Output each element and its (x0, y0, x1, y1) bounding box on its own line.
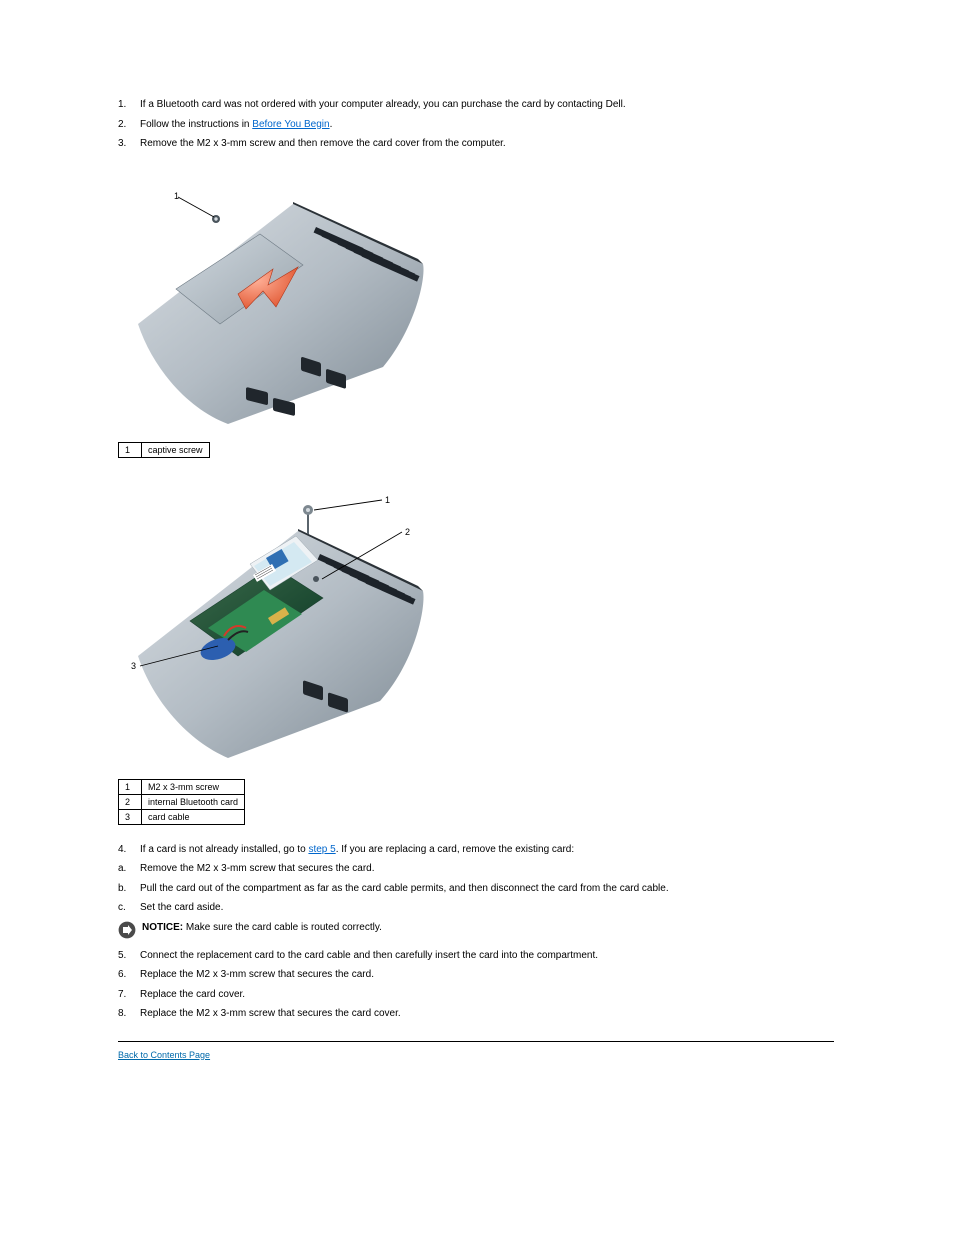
callout-table-1: 1 captive screw (118, 442, 210, 458)
table-cell-num: 2 (119, 794, 142, 809)
step-number: 1. (118, 98, 140, 112)
table-cell-num: 1 (119, 442, 142, 457)
step-text: If a Bluetooth card was not ordered with… (140, 98, 626, 112)
notice-row: NOTICE: Make sure the card cable is rout… (118, 921, 834, 939)
step-text-fragment: . (330, 119, 333, 130)
step-5-link[interactable]: step 5 (308, 844, 335, 855)
step-number: b. (118, 882, 140, 896)
step-number: 8. (118, 1007, 140, 1021)
figure-card-removal: 1 2 3 (118, 476, 834, 761)
step-text: Pull the card out of the compartment as … (140, 882, 669, 896)
step-number: 7. (118, 988, 140, 1002)
svg-text:2: 2 (405, 527, 410, 537)
notice-text: Make sure the card cable is routed corre… (186, 922, 382, 933)
step-number: 2. (118, 118, 140, 132)
step-text: Follow the instructions in Before You Be… (140, 118, 332, 132)
step-text-fragment: Follow the instructions in (140, 119, 252, 130)
svg-text:3: 3 (131, 661, 136, 671)
table-cell-num: 1 (119, 779, 142, 794)
before-you-begin-link[interactable]: Before You Begin (252, 119, 329, 130)
step-number: a. (118, 862, 140, 876)
figure-2-svg: 1 2 3 (118, 476, 428, 761)
figure-1-svg: 1 (118, 169, 428, 424)
step-text-fragment: . If you are replacing a card, remove th… (336, 844, 574, 855)
table-cell-label: card cable (142, 809, 245, 824)
svg-text:1: 1 (174, 191, 179, 201)
notice-lead: NOTICE: (142, 922, 183, 933)
back-to-contents-link[interactable]: Back to Contents Page (118, 1050, 210, 1060)
notice-arrow-icon (118, 921, 136, 939)
step-text: Connect the replacement card to the card… (140, 949, 598, 963)
step-text: Replace the card cover. (140, 988, 245, 1002)
step-text: Remove the M2 x 3-mm screw and then remo… (140, 137, 506, 151)
step-text: Replace the M2 x 3-mm screw that secures… (140, 1007, 401, 1021)
step-text: Replace the M2 x 3-mm screw that secures… (140, 968, 374, 982)
step-text: Set the card aside. (140, 901, 223, 915)
svg-text:1: 1 (385, 495, 390, 505)
step-text: If a card is not already installed, go t… (140, 843, 574, 857)
step-text-fragment: If a card is not already installed, go t… (140, 844, 308, 855)
step-number: 3. (118, 137, 140, 151)
step-number: 5. (118, 949, 140, 963)
step-number: 6. (118, 968, 140, 982)
step-number: 4. (118, 843, 140, 857)
table-cell-label: captive screw (142, 442, 210, 457)
callout-table-2: 1 M2 x 3-mm screw 2 internal Bluetooth c… (118, 779, 245, 825)
step-number: c. (118, 901, 140, 915)
step-text: Remove the M2 x 3-mm screw that secures … (140, 862, 375, 876)
table-cell-label: M2 x 3-mm screw (142, 779, 245, 794)
table-cell-label: internal Bluetooth card (142, 794, 245, 809)
table-cell-num: 3 (119, 809, 142, 824)
divider (118, 1041, 834, 1042)
figure-cover-removal: 1 (118, 169, 834, 424)
